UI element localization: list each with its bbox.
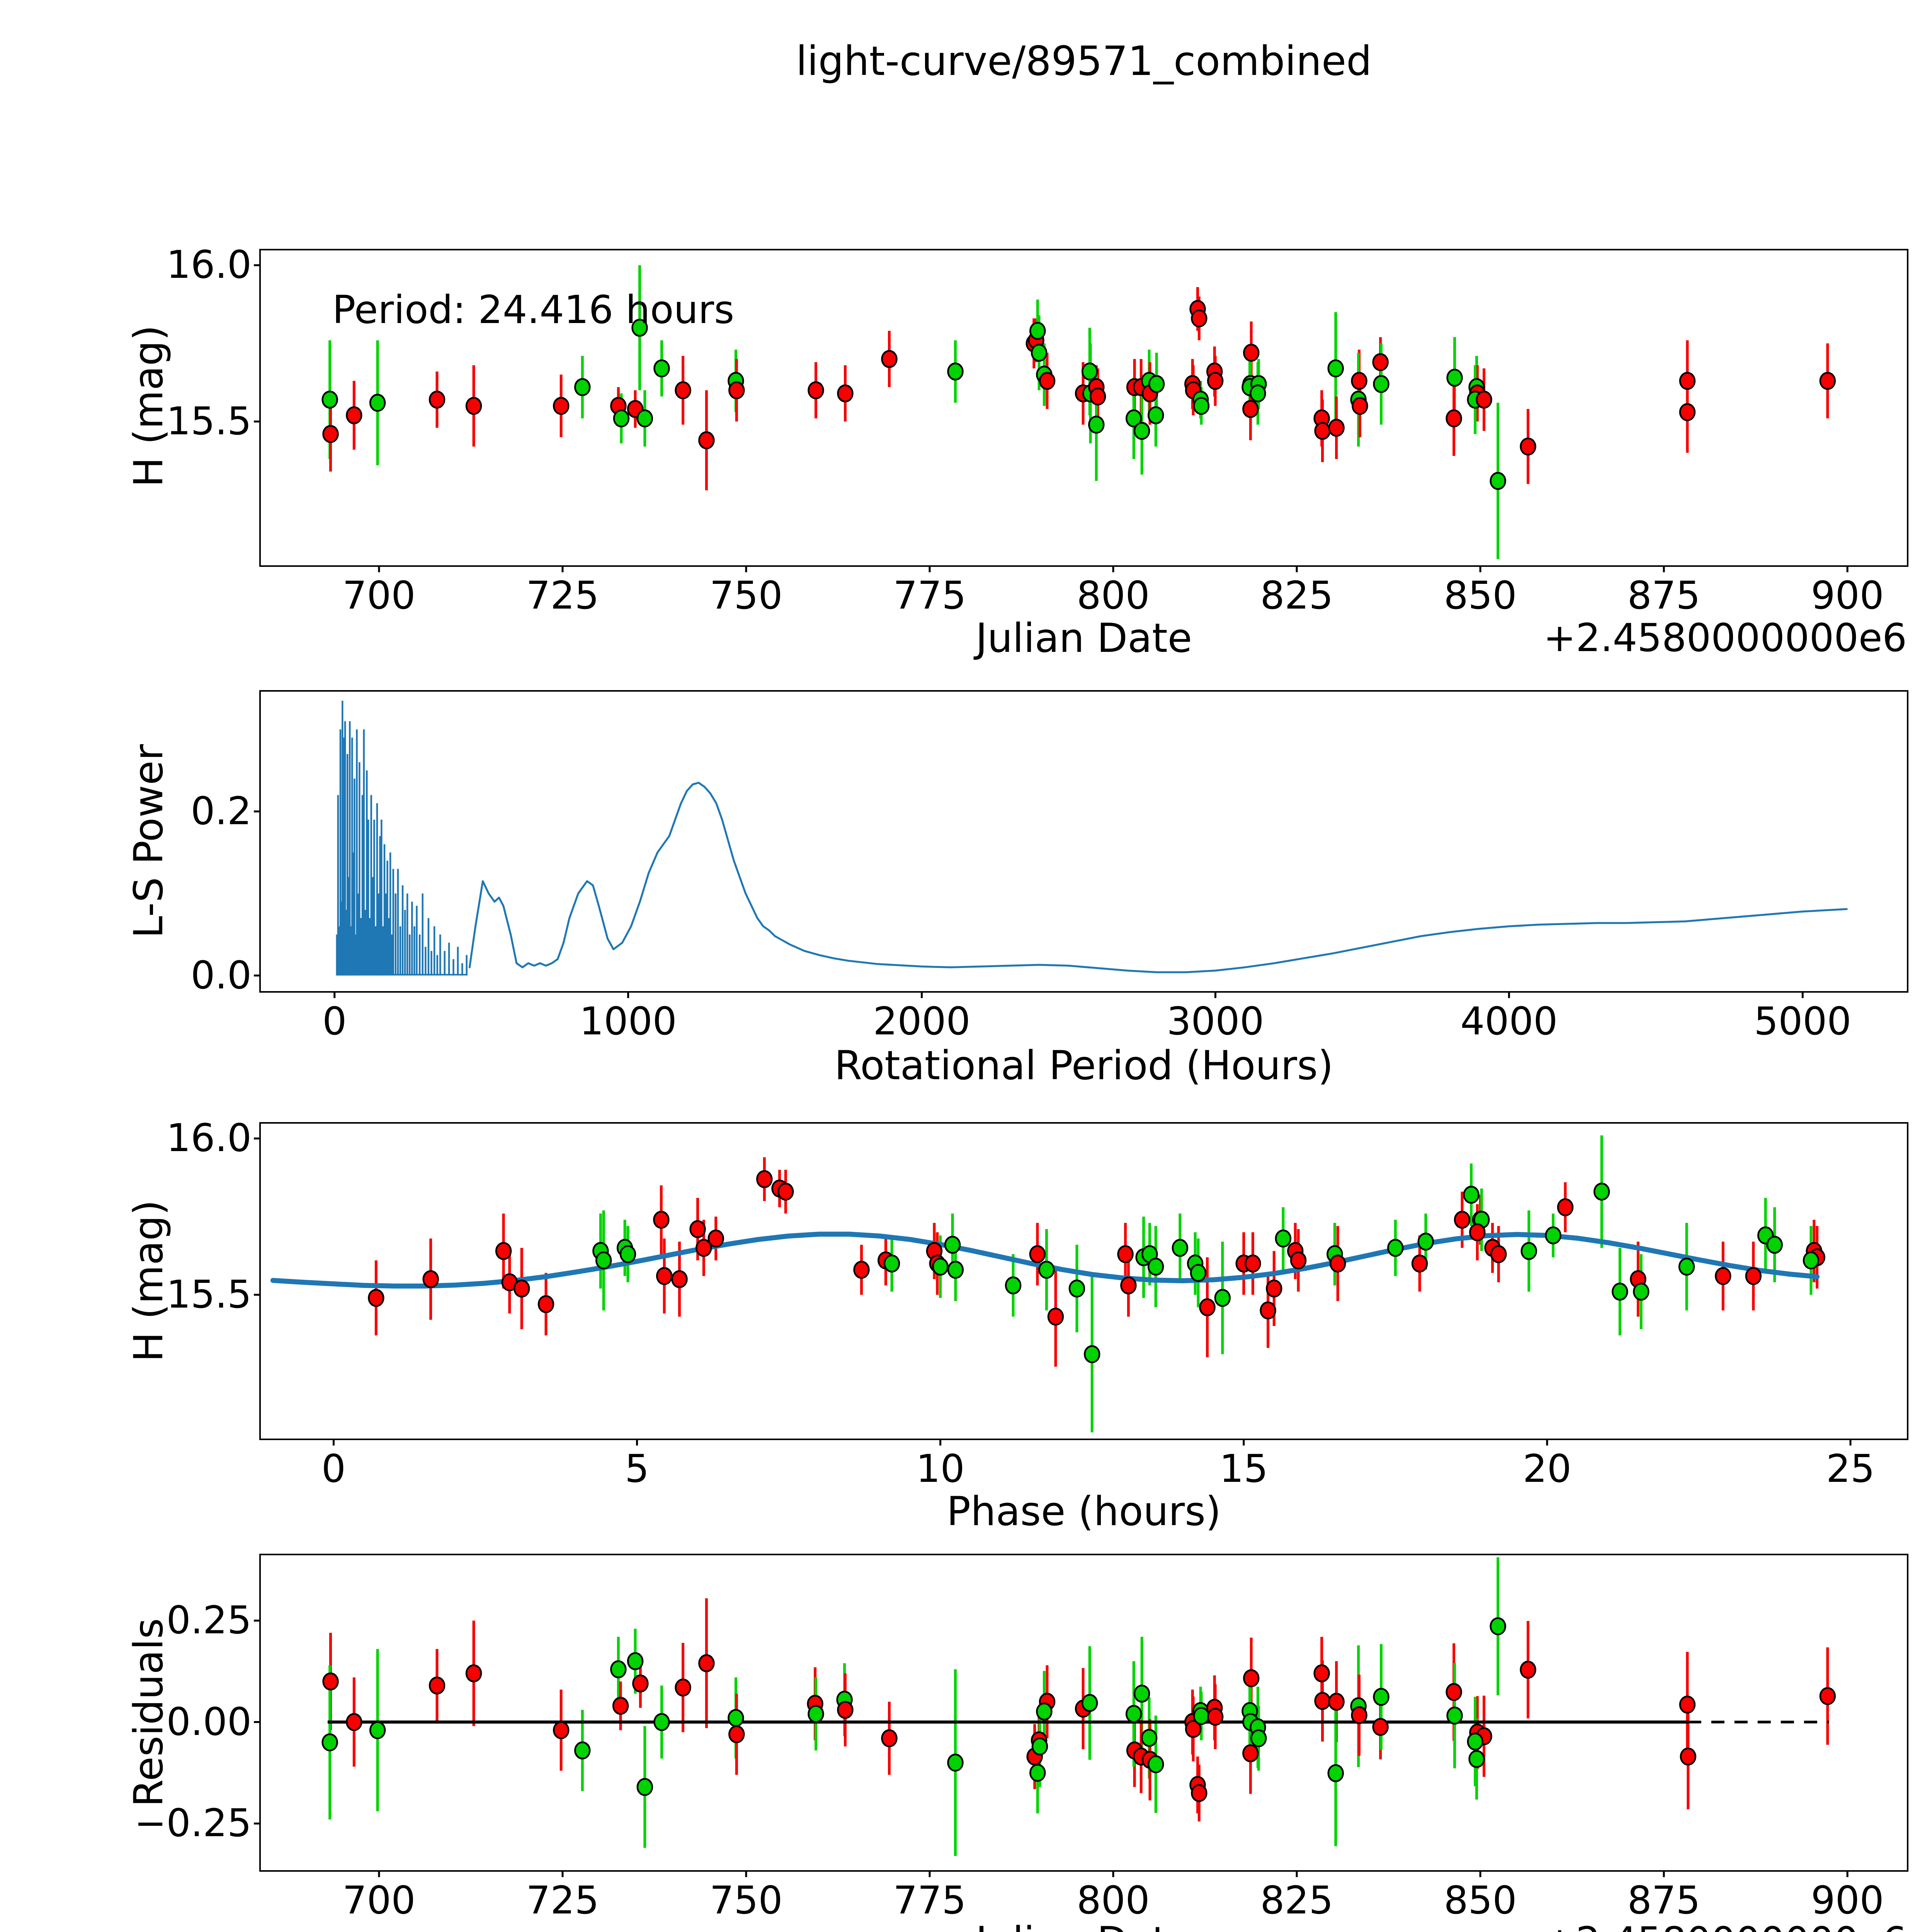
residuals-xtick-label: 850 [1444,1878,1517,1923]
periodogram-xtick-label: 4000 [1460,999,1558,1044]
phase-ytick-label: 15.5 [166,1272,252,1317]
residuals-xtick-label: 900 [1811,1878,1884,1923]
residuals-xtick-label: 775 [893,1878,966,1923]
lightcurve-ylabel: H (mag) [126,325,172,487]
residuals-xlabel: Julian Date [261,1918,1907,1932]
phase-xtick-label: 15 [1219,1447,1268,1491]
lightcurve-xtick-label: 900 [1811,573,1884,618]
phase-xlabel: Phase (hours) [946,1488,1221,1535]
lightcurve-xtick-label: 825 [1260,573,1333,618]
periodogram-plot-canvas [254,701,1848,998]
residuals-plot-canvas [254,1557,1849,1877]
residuals-ytick-label: −0.25 [134,1801,252,1846]
residuals-xtick-label: 725 [526,1878,599,1923]
lightcurve-ytick-label: 16.0 [166,243,252,287]
periodogram-xtick-label: 1000 [579,999,677,1044]
residuals-ylabel: Residuals [126,1618,172,1807]
phase-xtick-label: 5 [625,1447,650,1491]
lightcurve-xlabel: Julian Date [975,615,1192,662]
phase-xtick-label: 0 [321,1447,346,1491]
lightcurve-xtick-label: 850 [1444,573,1517,618]
period-annotation: Period: 24.416 hours [332,287,735,332]
residuals-xtick-label: 750 [709,1878,783,1923]
lightcurve-ytick-label: 15.5 [166,399,252,444]
panel-residuals: 700 725 750 775 800 825 850 875 900 0.25 0.00 −0.25 [134,1554,1908,1923]
residuals-xtick-label: 825 [1260,1878,1333,1923]
phase-xtick-label: 25 [1826,1447,1875,1491]
residuals-xtick-label: 875 [1627,1878,1701,1923]
lightcurve-xtick-label: 750 [709,573,783,618]
residuals-xtick-label: 700 [342,1878,416,1923]
panel-lightcurve: Period: 24.416 hours 700 725 750 775 800 825 8… [167,243,1908,618]
periodogram-ytick-label: 0.2 [190,789,252,833]
phase-xtick-label: 20 [1522,1447,1571,1491]
periodogram-ytick-label: 0.0 [190,953,252,998]
periodogram-xlabel: Rotational Period (Hours) [834,1043,1333,1089]
phase-ylabel: H (mag) [126,1200,172,1362]
periodogram-xtick-label: 2000 [873,999,971,1044]
periodogram-xtick-label: 0 [322,999,347,1044]
panel-periodogram: 0 1000 2000 3000 4000 5000 0.0 0.2 [191,690,1908,1044]
lightcurve-xtick-label: 725 [526,573,599,618]
figure-title: light-curve/89571_combined [796,37,1372,85]
lightcurve-axis-offset: +2.4580000000e6 [1543,615,1907,660]
residuals-ytick-label: 0.00 [166,1699,252,1744]
lightcurve-xtick-label: 800 [1077,573,1150,618]
phase-plot-canvas [254,1135,1852,1446]
panel-phase: 0 5 10 15 20 25 16.0 15.5 [167,1117,1908,1491]
residuals-xtick-label: 800 [1077,1878,1150,1923]
lightcurve-xtick-label: 700 [342,573,416,618]
periodogram-xtick-label: 5000 [1754,999,1852,1044]
phase-ytick-label: 16.0 [166,1116,252,1161]
phase-xtick-label: 10 [916,1447,965,1491]
lightcurve-xtick-label: 875 [1627,573,1701,618]
periodogram-ylabel: L-S Power [126,744,172,939]
lightcurve-plot-canvas [254,264,1849,572]
residuals-ytick-label: 0.25 [166,1598,252,1643]
residuals-axis-offset: +2.4580000000e6 [261,1918,1907,1932]
periodogram-xtick-label: 3000 [1167,999,1264,1044]
lightcurve-xtick-label: 775 [893,573,966,618]
